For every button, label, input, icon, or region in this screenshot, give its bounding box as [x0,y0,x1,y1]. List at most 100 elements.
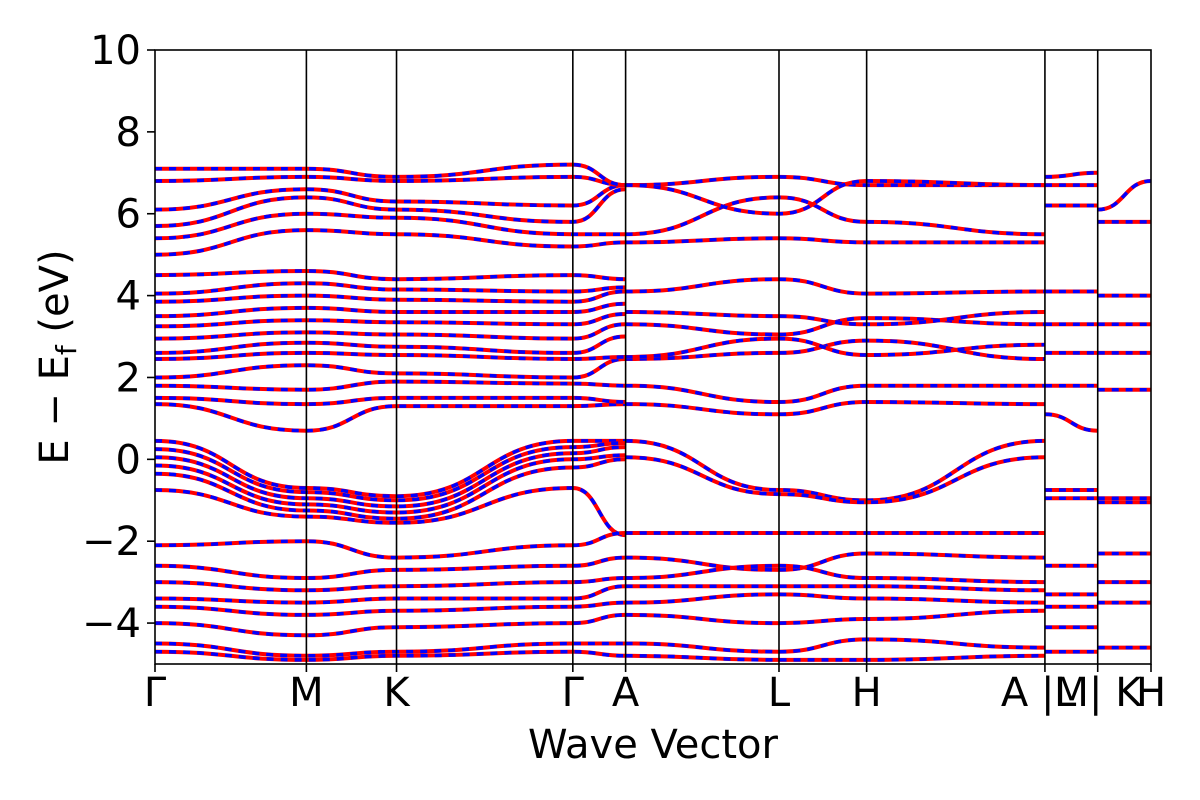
plot-frame [154,49,1152,665]
band-blue-dashed-line [625,179,1045,216]
band-blue-dashed-line [625,592,1045,605]
x-tick-label: K [383,670,411,716]
bands-layer [155,162,1151,662]
band-blue-dashed-line [155,187,626,228]
band-blue-dashed-line [155,486,626,537]
band-blue-dashed-line [625,609,1045,625]
band-59 [155,600,626,617]
band-red-line [155,357,626,380]
x-tick-label: M [289,670,324,716]
band-18 [155,322,626,341]
band-58 [155,584,626,605]
y-tick-label: −2 [82,519,141,565]
band-blue-dashed-line [625,584,1045,593]
band-red-line [155,183,626,212]
band-30 [625,277,1045,296]
band-47 [625,195,1045,237]
x-tick-label: L [768,670,791,716]
band-blue-dashed-line [1044,412,1098,433]
band-blue-dashed-line [625,455,1045,505]
y-axis-title: E − Ef (eV) [32,249,83,464]
band-blue-dashed-line [625,195,1045,236]
band-19 [155,312,626,329]
y-tick-label: 8 [116,110,141,156]
band-27 [625,336,1045,359]
band-red-line [625,455,1045,505]
band-red-line [155,531,626,560]
band-red-line [155,555,626,581]
band-blue-dashed-line [625,564,1045,584]
band-blue-dashed-line [625,654,1045,662]
band-red-line [155,612,626,638]
band-6 [625,438,1045,503]
band-blue-dashed-line [625,637,1045,654]
band-22 [155,281,626,296]
band-blue-dashed-line [625,336,1045,359]
x-tick-label: Γ [144,670,167,716]
band-red-line [155,187,626,228]
y-tick-label: 2 [116,355,141,401]
x-tick-label: H [1136,670,1166,716]
band-blue-dashed-line [1044,171,1098,179]
band-57 [155,576,626,593]
y-tick-label: 4 [116,274,141,320]
band-blue-dashed-line [155,302,626,318]
band-blue-dashed-line [155,453,626,515]
x-tick-label: H [852,670,882,716]
band-13 [155,395,626,407]
band-70 [625,653,1045,662]
band-64 [625,551,1045,572]
band-23 [155,268,626,282]
band-65 [625,563,1045,585]
x-tick-label: A |M [1001,670,1089,716]
band-12 [155,402,626,433]
band-red-line [625,195,1045,237]
band-24 [625,399,1045,417]
band-26 [625,338,1045,361]
band-red-line [625,178,1045,216]
band-60 [155,612,626,638]
band-55 [155,531,626,560]
band-blue-dashed-line [625,338,1045,361]
band-25 [625,383,1045,405]
band-20 [155,301,626,319]
y-axis-title-unit: (eV) [32,249,78,332]
y-tick-label: 10 [90,28,141,74]
y-axis-title-subscript: f [50,344,83,355]
band-46 [625,236,1045,245]
band-28 [625,316,1045,337]
band-blue-dashed-line [625,439,1045,503]
band-14 [155,379,626,392]
band-42 [155,187,626,228]
band-54 [1097,179,1151,212]
band-29 [625,310,1045,327]
band-68 [625,608,1045,626]
y-tick-label: 6 [116,192,141,238]
band-67 [625,592,1045,605]
x-axis-title: Wave Vector [528,722,779,768]
x-tick-label: L | K [1054,670,1143,716]
y-axis-title-main: E − E [32,355,78,465]
band-blue-dashed-line [625,400,1045,417]
band-52 [1044,170,1098,179]
band-43 [155,183,626,212]
band-15 [155,357,626,380]
high-symmetry-lines [305,50,1099,664]
band-69 [625,637,1045,654]
band-blue-dashed-line [1097,179,1151,212]
x-tick-label: Γ [562,670,585,716]
y-tick-label: 0 [116,437,141,483]
band-blue-dashed-line [625,310,1045,327]
y-tick-label: −4 [82,601,141,647]
band-56 [155,555,626,581]
band-blue-dashed-line [625,277,1045,296]
band-blue-dashed-line [625,316,1045,337]
band-49 [625,178,1045,216]
band-blue-dashed-line [625,383,1045,404]
x-tick-label: A [612,670,640,716]
band-7 [625,455,1045,505]
band-31 [1044,412,1098,433]
y-axis-ticks: −4 −2 0 2 4 6 8 10 [82,28,155,647]
